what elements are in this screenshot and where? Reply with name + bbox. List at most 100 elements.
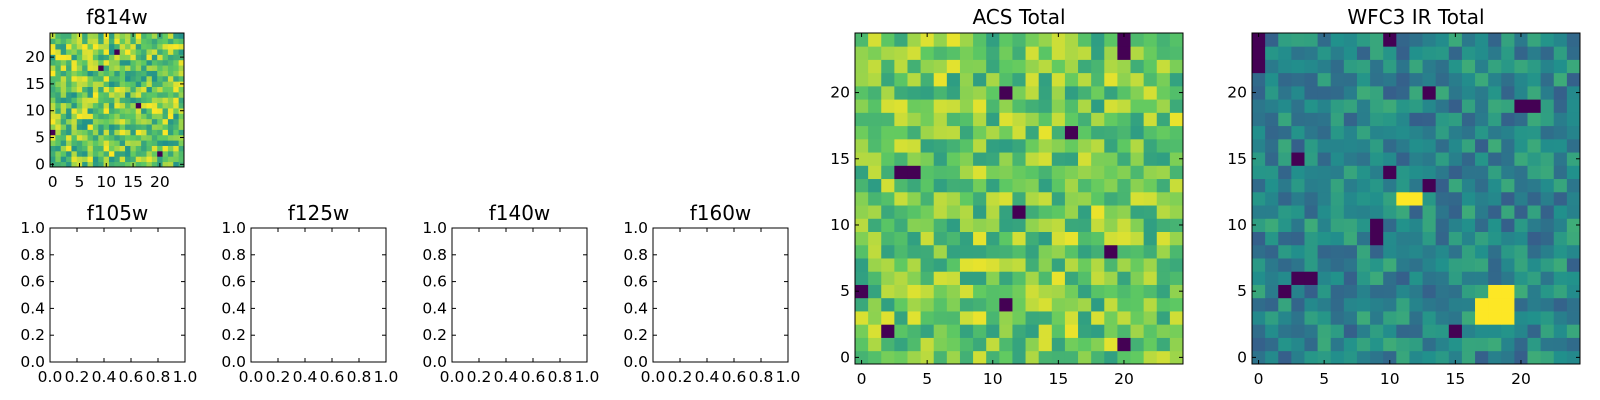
heatmap-cell — [920, 324, 935, 338]
heatmap-cell — [1091, 218, 1105, 232]
heatmap-cell — [125, 65, 131, 71]
heatmap-cell — [1396, 324, 1410, 338]
heatmap-cell — [894, 191, 908, 206]
heatmap-cell — [157, 140, 163, 146]
heatmap-cell — [1330, 112, 1345, 127]
heatmap-cell — [1091, 324, 1105, 338]
heatmap-cell — [1461, 205, 1476, 219]
heatmap-cell — [986, 191, 1000, 206]
heatmap-cell — [1291, 138, 1305, 153]
heatmap-cell — [135, 161, 142, 168]
heatmap-cell — [76, 108, 83, 114]
heatmap-cell — [55, 156, 62, 163]
heatmap-cell — [1435, 297, 1450, 312]
heatmap-cell — [1527, 72, 1542, 87]
heatmap-cell — [66, 86, 72, 93]
heatmap-cell — [1304, 205, 1318, 219]
heatmap-cell — [1025, 59, 1040, 74]
heatmap-cell — [1051, 125, 1066, 140]
panel-title: f105w — [87, 201, 149, 225]
heatmap-cell — [173, 75, 180, 82]
heatmap-cell — [1156, 324, 1171, 338]
heatmap-cell — [1540, 178, 1555, 193]
heatmap-cell — [1343, 72, 1358, 87]
heatmap-cell — [162, 70, 169, 77]
heatmap-cell — [1252, 284, 1266, 299]
heatmap-cell — [881, 152, 895, 166]
heatmap-cell — [1396, 350, 1410, 365]
heatmap-cell — [920, 350, 935, 365]
heatmap-cell — [135, 140, 142, 146]
heatmap-cell — [1012, 297, 1026, 312]
heatmap-cell — [1304, 324, 1318, 338]
heatmap-cell — [167, 156, 174, 163]
y-tick-label: 0.6 — [422, 273, 447, 291]
heatmap-cell — [894, 258, 908, 272]
heatmap-cell — [108, 91, 115, 98]
heatmap-cell — [1422, 324, 1437, 338]
heatmap-cell — [167, 81, 174, 87]
heatmap-cell — [55, 38, 62, 45]
heatmap-cell — [1409, 125, 1423, 140]
heatmap-cell — [98, 59, 104, 66]
heatmap-cell — [1317, 244, 1332, 259]
heatmap-cell — [108, 113, 115, 120]
heatmap-cell — [130, 70, 137, 77]
heatmap-cell — [114, 140, 121, 146]
heatmap-cell — [76, 65, 83, 71]
heatmap-cell — [1091, 231, 1105, 246]
heatmap-cell — [108, 118, 115, 125]
heatmap-cell — [1488, 125, 1502, 140]
heatmap-cell — [1156, 138, 1171, 153]
heatmap-cell — [66, 108, 72, 114]
heatmap-cell — [114, 156, 121, 163]
heatmap-cell — [1117, 85, 1131, 100]
heatmap-cell — [82, 59, 88, 66]
heatmap-cell — [894, 59, 908, 74]
heatmap-cell — [66, 33, 72, 39]
heatmap-cell — [973, 297, 987, 312]
heatmap-cell — [894, 231, 908, 246]
heatmap-cell — [146, 140, 153, 146]
heatmap-cell — [959, 112, 974, 127]
heatmap-cell — [1356, 271, 1371, 285]
heatmap-cell — [162, 86, 169, 93]
heatmap-cell — [1422, 46, 1437, 60]
heatmap-cell — [1317, 99, 1332, 113]
heatmap-cell — [855, 125, 869, 140]
heatmap-cell — [66, 113, 72, 120]
heatmap-cell — [103, 59, 110, 66]
heatmap-cell — [1012, 311, 1026, 325]
heatmap-cell — [1117, 191, 1131, 206]
heatmap-cell — [894, 337, 908, 352]
heatmap-cell — [157, 91, 163, 98]
heatmap-cell — [1343, 231, 1358, 246]
heatmap-cell — [162, 43, 169, 50]
heatmap-cell — [1169, 311, 1184, 325]
heatmap-cell — [855, 138, 869, 153]
heatmap-cell — [1278, 258, 1292, 272]
heatmap-cell — [87, 33, 94, 39]
heatmap-cell — [986, 152, 1000, 166]
heatmap-cell — [1278, 244, 1292, 259]
heatmap-cell — [130, 145, 137, 152]
heatmap-cell — [1156, 258, 1171, 272]
heatmap-cell — [146, 124, 153, 130]
heatmap-cell — [894, 284, 908, 299]
heatmap-cell — [135, 108, 142, 114]
heatmap-cell — [1475, 337, 1489, 352]
heatmap-cell — [114, 38, 121, 45]
heatmap-cell — [973, 337, 987, 352]
heatmap-cell — [114, 33, 121, 39]
heatmap-cell — [1330, 271, 1345, 285]
heatmap-cell — [1553, 271, 1568, 285]
heatmap-cell — [855, 59, 869, 74]
heatmap-cell — [119, 102, 126, 109]
heatmap-cell — [1475, 152, 1489, 166]
heatmap-cell — [66, 97, 72, 104]
heatmap-cell — [60, 140, 67, 146]
heatmap-cell — [162, 140, 169, 146]
heatmap-cell — [114, 65, 121, 71]
heatmap-cell — [125, 161, 131, 168]
